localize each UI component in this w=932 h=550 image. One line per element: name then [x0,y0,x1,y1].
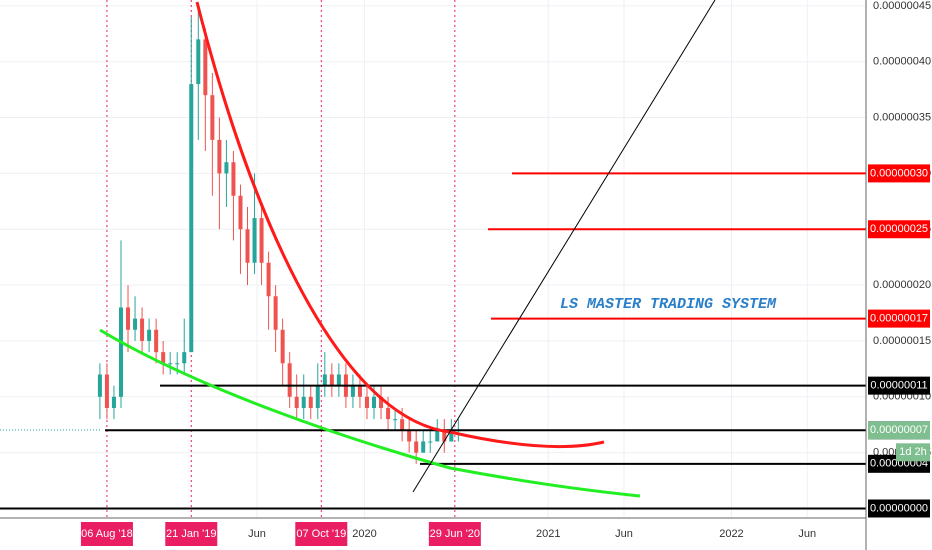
y-tick-label: 0.00000015 [873,335,931,347]
level-label-box [868,309,930,328]
candle-body [414,441,419,453]
countdown: 1d 2h [899,446,927,458]
candle-body [428,441,433,443]
candle-body [245,229,250,263]
candle-body [133,318,138,330]
candle-body [175,363,180,365]
candle-body [168,363,173,365]
trend-line [412,0,716,493]
candle-body [182,352,187,364]
level-label-box [868,164,930,183]
annotation: LS MASTER TRADING SYSTEM [560,296,777,313]
x-tick-label: 2022 [719,528,743,540]
date-marker-box [165,522,218,546]
x-tick-label: Jun [615,528,633,540]
candle-body [203,39,208,96]
x-tick-label: 2020 [352,528,376,540]
candle-body [372,396,377,408]
candle-body [449,430,454,442]
axes: 0.000000050.000000100.000000150.00000020… [80,0,931,546]
countdown-box [896,443,930,462]
date-marker-box [428,522,481,546]
y-tick-label: 0.00000035 [873,111,931,123]
candle-body [104,374,109,408]
candle-body [238,195,243,230]
candle-body [280,329,285,364]
date-marker-box [295,522,348,546]
y-tick-label: 0.00000040 [873,56,931,68]
y-tick-label: 0.00000045 [873,0,931,12]
candle-body [97,374,102,397]
candle-body [393,419,398,421]
candle-body [231,162,236,196]
candle-body [407,430,412,442]
date-marker-label: 21 Jan '19 [166,528,216,540]
candle-body [308,396,313,408]
candle-body [435,430,440,442]
candle-body [111,396,116,408]
date-marker-label: 29 Jun '20 [430,528,480,540]
level-label: 0.00000025 [870,223,928,235]
candle-body [273,296,278,330]
candle-body [161,352,166,364]
price-label: 0.00000007 [870,424,928,436]
candle-body [287,363,292,397]
date-marker-label: 07 Oct '19 [296,528,346,540]
candle-body [350,385,355,397]
candle-body [224,162,229,174]
x-tick-label: Jun [248,528,266,540]
candle-body [301,396,306,408]
candle-body [336,374,341,386]
candle-body [329,374,334,386]
candle-body [126,307,131,330]
candle-body [294,396,299,408]
candle-body [217,139,222,174]
level-label: 0.00000030 [870,167,928,179]
candle-body [259,218,264,263]
candles [0,5,866,510]
candle-body [442,430,447,442]
candle-body [210,95,215,140]
date-marker-box [80,522,133,546]
candle-body [154,329,159,353]
candle-body [118,307,123,397]
candle-body [140,318,145,341]
candle-body [421,441,426,453]
level-label: 0.00000000 [870,502,928,514]
green-curve [99,328,641,498]
level-label: 0.00000017 [870,313,928,325]
candle-body [252,218,257,263]
y-tick-label: 0.00000020 [873,279,931,291]
level-label-box [868,220,930,239]
level-label-box [868,376,930,395]
candle-body [379,396,384,408]
candle-body [322,374,327,386]
x-tick-label: Jun [798,528,816,540]
red-curve [195,1,605,449]
candle-body [147,329,152,341]
grid [0,0,866,518]
x-tick-label: 2021 [536,528,560,540]
level-label-box [868,499,930,518]
level-label: 0.00000011 [870,380,927,392]
candle-body [364,396,369,408]
candle-body [196,39,201,85]
candle-body [357,385,362,397]
date-marker-label: 06 Aug '18 [81,528,133,540]
candle-body [386,407,391,420]
candle-body [315,385,320,408]
price-box [868,421,930,440]
candle-body [400,419,405,431]
candle-body [266,262,271,297]
candle-body [189,84,194,353]
